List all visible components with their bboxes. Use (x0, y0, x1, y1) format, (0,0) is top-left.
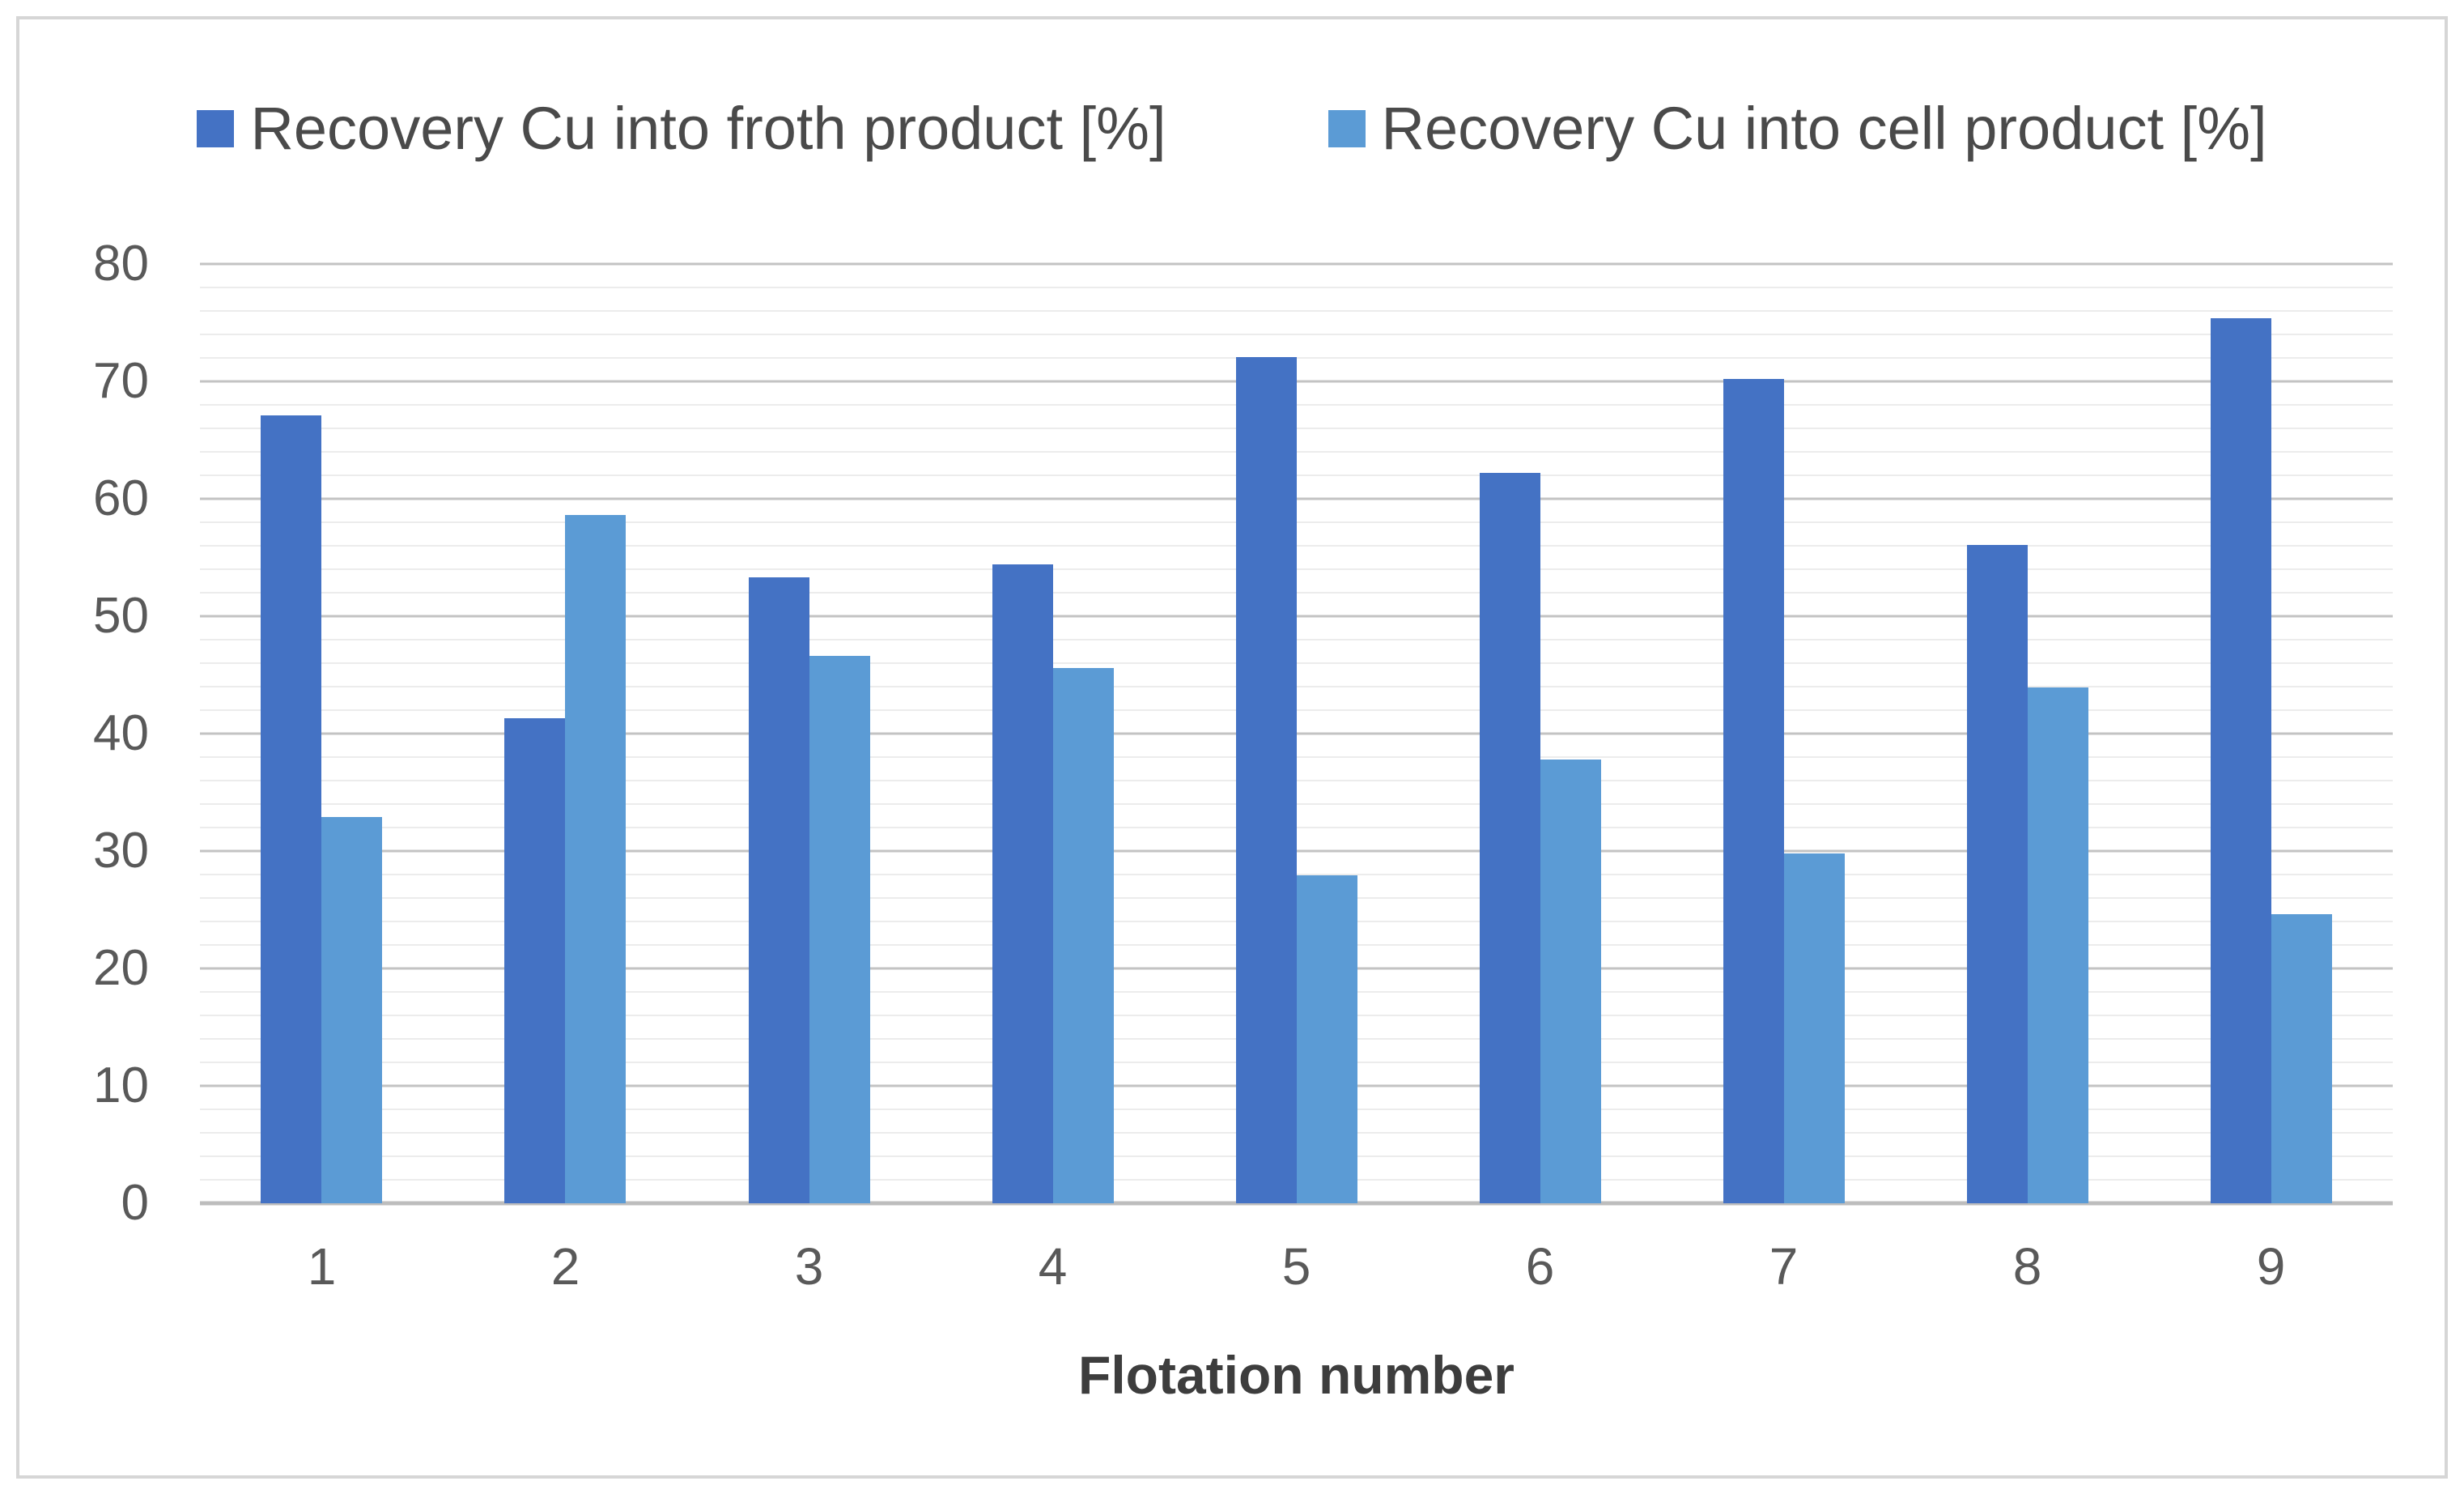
x-tick-label-2: 2 (550, 1237, 580, 1296)
chart-frame: Recovery Cu into froth product [%] Recov… (16, 16, 2448, 1479)
y-tick-label-10: 10 (93, 1058, 149, 1113)
bar-froth-7 (1723, 379, 1784, 1203)
legend-item-cell: Recovery Cu into cell product [%] (1328, 94, 2267, 163)
y-tick-label-50: 50 (93, 588, 149, 644)
x-tick-label-4: 4 (1038, 1237, 1068, 1296)
bar-cell-1 (321, 816, 383, 1203)
legend: Recovery Cu into froth product [%] Recov… (19, 94, 2445, 163)
bar-froth-4 (992, 564, 1053, 1203)
gridline-minor (200, 756, 2393, 758)
plot-area (200, 262, 2393, 1206)
gridline-minor (200, 287, 2393, 288)
gridline-major (200, 380, 2393, 383)
legend-swatch-froth-icon (197, 109, 235, 147)
gridline-minor (200, 780, 2393, 781)
gridline-minor (200, 639, 2393, 640)
legend-item-froth: Recovery Cu into froth product [%] (197, 94, 1166, 163)
x-tick-label-3: 3 (794, 1237, 824, 1296)
legend-label-cell: Recovery Cu into cell product [%] (1381, 95, 2267, 162)
y-tick-label-70: 70 (93, 353, 149, 409)
bar-froth-5 (1235, 356, 1297, 1203)
bar-froth-1 (261, 415, 322, 1203)
gridline-minor (200, 357, 2393, 359)
bar-cell-7 (1783, 853, 1845, 1203)
bar-froth-8 (1966, 544, 2028, 1203)
gridline-minor (200, 592, 2393, 594)
bar-cell-4 (1052, 667, 1114, 1203)
gridline-major (200, 732, 2393, 735)
gridline-minor (200, 475, 2393, 476)
gridline-major (200, 262, 2393, 266)
gridline-major (200, 615, 2393, 618)
x-tick-label-5: 5 (1281, 1237, 1311, 1296)
gridline-minor (200, 662, 2393, 664)
legend-swatch-cell-icon (1328, 109, 1366, 147)
gridline-minor (200, 874, 2393, 875)
gridline-minor (200, 451, 2393, 453)
gridline-minor (200, 709, 2393, 711)
bar-froth-9 (2210, 317, 2271, 1203)
x-tick-label-1: 1 (307, 1237, 337, 1296)
gridline-minor (200, 545, 2393, 547)
gridline-minor (200, 428, 2393, 429)
gridline-minor (200, 686, 2393, 687)
bar-froth-3 (748, 577, 809, 1203)
gridline-minor (200, 803, 2393, 805)
gridline-major (200, 497, 2393, 500)
x-tick-label-7: 7 (1769, 1237, 1799, 1296)
bar-cell-2 (565, 515, 627, 1203)
y-tick-label-0: 0 (121, 1175, 149, 1231)
bar-cell-8 (2027, 687, 2088, 1203)
gridline-minor (200, 568, 2393, 570)
y-tick-label-40: 40 (93, 705, 149, 761)
legend-label-froth: Recovery Cu into froth product [%] (250, 95, 1166, 162)
gridline-minor (200, 827, 2393, 828)
bar-cell-5 (1296, 875, 1357, 1203)
gridline-minor (200, 404, 2393, 406)
bar-froth-2 (504, 718, 566, 1203)
x-tick-label-9: 9 (2256, 1237, 2286, 1296)
gridline-minor (200, 521, 2393, 523)
bar-froth-6 (1479, 473, 1540, 1203)
bar-cell-3 (809, 656, 870, 1203)
y-tick-label-60: 60 (93, 470, 149, 526)
x-tick-label-6: 6 (1525, 1237, 1555, 1296)
gridline-minor (200, 334, 2393, 335)
x-tick-label-8: 8 (2012, 1237, 2042, 1296)
y-tick-label-20: 20 (93, 940, 149, 996)
x-axis-baseline (200, 1201, 2393, 1206)
bar-cell-6 (1540, 759, 1601, 1203)
gridline-minor (200, 310, 2393, 312)
y-axis-labels: 0 10 20 30 40 50 60 70 80 (19, 239, 149, 1228)
y-tick-label-80: 80 (93, 236, 149, 292)
bar-cell-9 (2271, 914, 2332, 1203)
gridline-major (200, 849, 2393, 853)
y-tick-label-30: 30 (93, 823, 149, 879)
x-axis-title: Flotation number (1078, 1345, 1515, 1405)
